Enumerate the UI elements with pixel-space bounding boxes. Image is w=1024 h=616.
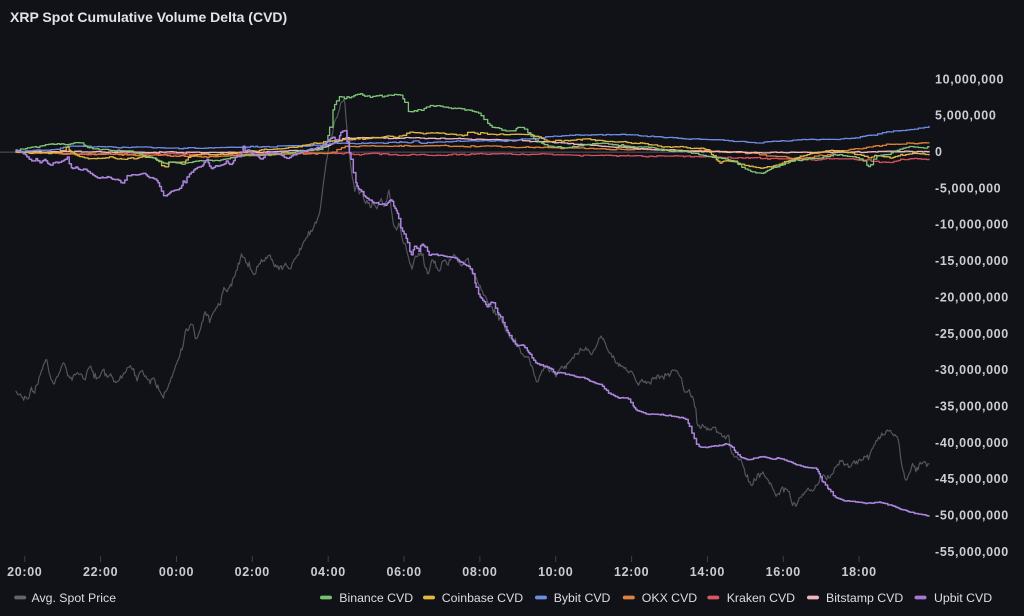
svg-text:-50,000,000: -50,000,000: [935, 509, 1009, 523]
svg-text:14:00: 14:00: [690, 565, 725, 579]
svg-text:-45,000,000: -45,000,000: [935, 472, 1009, 486]
svg-text:-35,000,000: -35,000,000: [935, 400, 1009, 414]
svg-text:0: 0: [935, 145, 943, 159]
svg-text:Kraken CVD: Kraken CVD: [727, 591, 795, 605]
svg-text:02:00: 02:00: [235, 565, 270, 579]
svg-text:16:00: 16:00: [766, 565, 801, 579]
svg-text:-5,000,000: -5,000,000: [935, 181, 1001, 195]
svg-text:-10,000,000: -10,000,000: [935, 218, 1009, 232]
svg-text:10:00: 10:00: [538, 565, 573, 579]
svg-text:-20,000,000: -20,000,000: [935, 290, 1009, 304]
svg-text:-30,000,000: -30,000,000: [935, 363, 1009, 377]
svg-text:Upbit CVD: Upbit CVD: [934, 591, 992, 605]
svg-text:Bitstamp CVD: Bitstamp CVD: [826, 591, 903, 605]
svg-text:08:00: 08:00: [462, 565, 497, 579]
svg-text:Bybit CVD: Bybit CVD: [554, 591, 611, 605]
svg-text:06:00: 06:00: [386, 565, 421, 579]
svg-text:22:00: 22:00: [83, 565, 118, 579]
svg-text:Coinbase CVD: Coinbase CVD: [442, 591, 523, 605]
svg-text:-25,000,000: -25,000,000: [935, 327, 1009, 341]
svg-text:-40,000,000: -40,000,000: [935, 436, 1009, 450]
svg-text:10,000,000: 10,000,000: [935, 72, 1004, 86]
svg-text:OKX CVD: OKX CVD: [642, 591, 697, 605]
svg-text:5,000,000: 5,000,000: [935, 109, 996, 123]
svg-text:XRP Spot Cumulative Volume Del: XRP Spot Cumulative Volume Delta (CVD): [10, 9, 287, 25]
svg-text:18:00: 18:00: [841, 565, 876, 579]
svg-text:12:00: 12:00: [614, 565, 649, 579]
svg-text:Avg. Spot Price: Avg. Spot Price: [32, 591, 117, 605]
svg-text:04:00: 04:00: [311, 565, 346, 579]
svg-text:20:00: 20:00: [7, 565, 42, 579]
svg-text:-55,000,000: -55,000,000: [935, 545, 1009, 559]
svg-text:-15,000,000: -15,000,000: [935, 254, 1009, 268]
svg-text:Binance CVD: Binance CVD: [339, 591, 413, 605]
svg-text:00:00: 00:00: [159, 565, 194, 579]
